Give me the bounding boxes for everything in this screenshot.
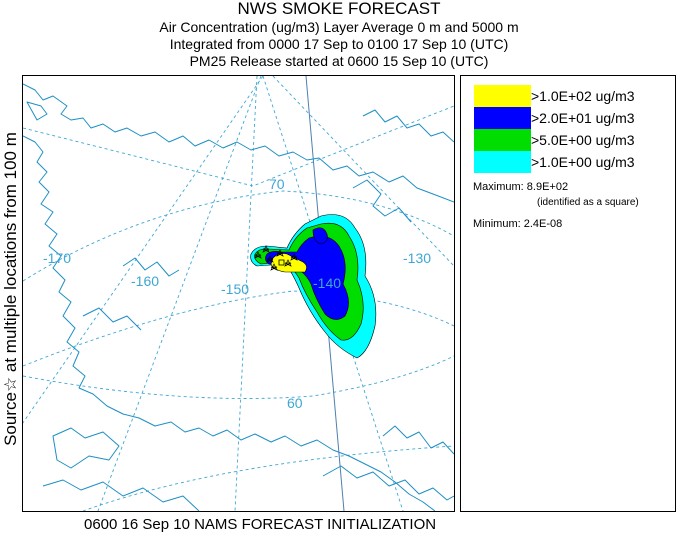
coastline: [23, 83, 454, 511]
arctic-coast: [23, 83, 454, 203]
southeast-coast: [322, 465, 454, 501]
parallel-55: [82, 445, 454, 511]
lat-label-60: 60: [287, 395, 303, 411]
lon-label-140: -140: [313, 275, 341, 291]
legend-swatch-cyan: [474, 151, 531, 173]
lon-label-160: -160: [131, 273, 159, 289]
canadian-islands: [362, 109, 454, 143]
lat-label-70: 70: [269, 176, 285, 192]
legend-swatch-yellow: [474, 85, 531, 107]
river-2: [82, 307, 142, 331]
island-1: [26, 101, 48, 121]
legend-label-3: >5.0E+00 ug/m3: [531, 132, 635, 148]
maximum-square: [278, 259, 285, 266]
legend-swatch-green: [474, 129, 531, 151]
meridian-120: [272, 76, 454, 267]
legend-label-2: >2.0E+01 ug/m3: [531, 110, 635, 126]
lon-label-170: -170: [43, 250, 71, 266]
meridian-170: [23, 76, 264, 424]
map-canvas: -170 -160 -150 -140 -130 70 60: [23, 76, 454, 511]
map-subtitle-concentration: Air Concentration (ug/m3) Layer Average …: [159, 19, 519, 35]
map-title: NWS SMOKE FORECAST: [237, 0, 441, 18]
maximum-value: Maximum: 8.9E+02: [473, 181, 569, 193]
smoke-plume: [250, 214, 377, 359]
west-south-coast: [23, 135, 436, 511]
parallel-75: [23, 105, 454, 187]
lon-label-130: -130: [403, 250, 431, 266]
legend-label-4: >1.0E+00 ug/m3: [531, 154, 635, 170]
river-1: [122, 257, 180, 277]
parallel-70: [23, 190, 454, 282]
legend-swatch-blue: [474, 107, 531, 129]
maximum-note: (identified as a square): [537, 197, 639, 208]
aleutian-chain: [42, 479, 200, 511]
source-markers: [254, 245, 298, 271]
peninsula: [52, 427, 120, 469]
map-subtitle-release: PM25 Release started at 0600 15 Sep 10 (…: [189, 53, 489, 69]
parallel-60: [23, 355, 454, 399]
plume-contour-3b: [312, 227, 328, 245]
source-side-label: Source☆ at multiple locations from 100 m: [1, 132, 20, 446]
parallel-65: [23, 290, 454, 367]
minimum-value: Minimum: 2.4E-08: [473, 218, 563, 230]
delta-coast: [352, 179, 412, 223]
legend-label-1: >1.0E+02 ug/m3: [531, 88, 635, 104]
map-subtitle-integration: Integrated from 0000 17 Sep to 0100 17 S…: [169, 36, 509, 52]
inlets: [382, 425, 454, 455]
legend-panel: >1.0E+02 ug/m3 >2.0E+01 ug/m3 >5.0E+00 u…: [460, 75, 676, 512]
forecast-initialization-caption: 0600 16 Sep 10 NAMS FORECAST INITIALIZAT…: [84, 516, 437, 533]
lon-label-150: -150: [221, 281, 249, 297]
forecast-map: -170 -160 -150 -140 -130 70 60: [22, 75, 455, 512]
